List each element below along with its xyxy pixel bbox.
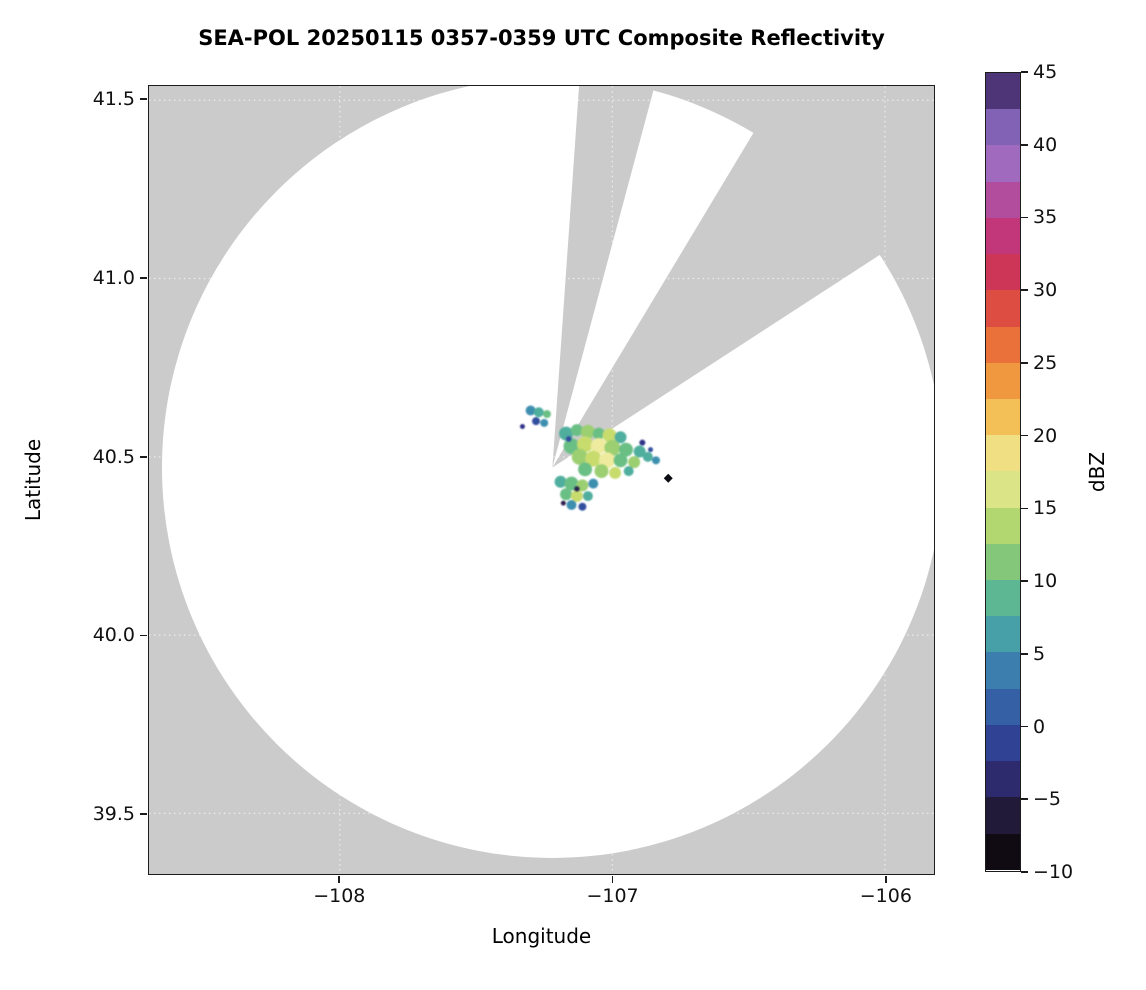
colorbar-segment [986, 833, 1020, 871]
colorbar-tick-mark [1021, 507, 1028, 510]
y-tick-label: 39.5 [92, 803, 135, 826]
y-tick-label: 40.0 [92, 624, 135, 647]
colorbar-tick-mark [1021, 871, 1028, 873]
colorbar-segment [986, 181, 1020, 219]
x-tick-label: −108 [313, 885, 366, 907]
colorbar-segment [986, 217, 1020, 255]
colorbar-tick-label: 25 [1033, 351, 1058, 374]
x-tick-label: −107 [586, 885, 639, 907]
x-tick-label: −106 [859, 885, 912, 907]
colorbar-tick-mark [1021, 143, 1028, 146]
colorbar-tick-label: 0 [1033, 715, 1046, 738]
colorbar-tick-mark [1021, 362, 1028, 364]
y-tick-mark [140, 98, 147, 101]
colorbar-segment [986, 616, 1020, 654]
y-tick-label: 40.5 [92, 445, 135, 468]
x-axis-label: Longitude [491, 924, 592, 948]
gridlines [149, 86, 934, 874]
plot-area [148, 85, 935, 875]
x-tick-mark [885, 876, 887, 883]
y-tick-mark [140, 634, 147, 637]
colorbar-segment [986, 362, 1020, 400]
colorbar-tick-mark [1021, 216, 1028, 219]
colorbar-segment [986, 543, 1020, 581]
colorbar-segment [986, 145, 1020, 183]
blocked-sector [552, 86, 934, 468]
colorbar-tick-label: 45 [1033, 61, 1058, 83]
colorbar-segment [986, 507, 1020, 545]
colorbar-tick-label: 20 [1033, 424, 1058, 447]
colorbar-tick-label: 40 [1033, 133, 1058, 156]
y-tick-mark [140, 813, 147, 816]
colorbar-segment [986, 761, 1020, 798]
colorbar-tick-label: −5 [1033, 788, 1062, 811]
colorbar-segment [986, 724, 1020, 762]
colorbar-segment [986, 797, 1020, 835]
colorbar-tick-mark [1021, 71, 1028, 73]
colorbar-tick-label: 5 [1033, 642, 1046, 665]
x-tick-mark [338, 876, 341, 883]
colorbar-tick-mark [1021, 725, 1028, 728]
y-tick-label: 41.0 [92, 267, 135, 290]
colorbar-tick-label: 15 [1033, 497, 1058, 520]
colorbar-tick-mark [1021, 289, 1028, 291]
colorbar-segment [986, 398, 1020, 436]
chart-title: SEA-POL 20250115 0357-0359 UTC Composite… [198, 26, 885, 50]
colorbar-tick-mark [1021, 434, 1028, 437]
colorbar-segment [986, 290, 1020, 328]
reflectivity-echoes [519, 405, 660, 511]
colorbar-tick-label: 10 [1033, 570, 1058, 593]
colorbar-segment [986, 435, 1020, 472]
colorbar-segment [986, 688, 1020, 726]
colorbar-segment [986, 652, 1020, 690]
colorbar-segment [986, 254, 1020, 291]
x-tick-mark [611, 876, 614, 883]
colorbar [985, 72, 1021, 872]
colorbar-segment [986, 326, 1020, 364]
colorbar-segment [986, 73, 1020, 110]
colorbar-tick-mark [1021, 653, 1028, 655]
colorbar-segment [986, 580, 1020, 617]
isolated-echo-marker [663, 473, 673, 483]
colorbar-segment [986, 471, 1020, 509]
colorbar-tick-mark [1021, 798, 1028, 801]
y-tick-label: 41.5 [92, 88, 135, 111]
y-axis-label: Latitude [21, 438, 45, 522]
y-tick-mark [140, 455, 147, 458]
colorbar-tick-label: −10 [1033, 861, 1074, 883]
y-tick-mark [140, 277, 147, 279]
colorbar-tick-label: 30 [1033, 279, 1058, 302]
colorbar-segment [986, 109, 1020, 147]
colorbar-tick-label: 35 [1033, 206, 1058, 229]
colorbar-tick-mark [1021, 580, 1028, 582]
colorbar-label: dBZ [1085, 451, 1109, 493]
